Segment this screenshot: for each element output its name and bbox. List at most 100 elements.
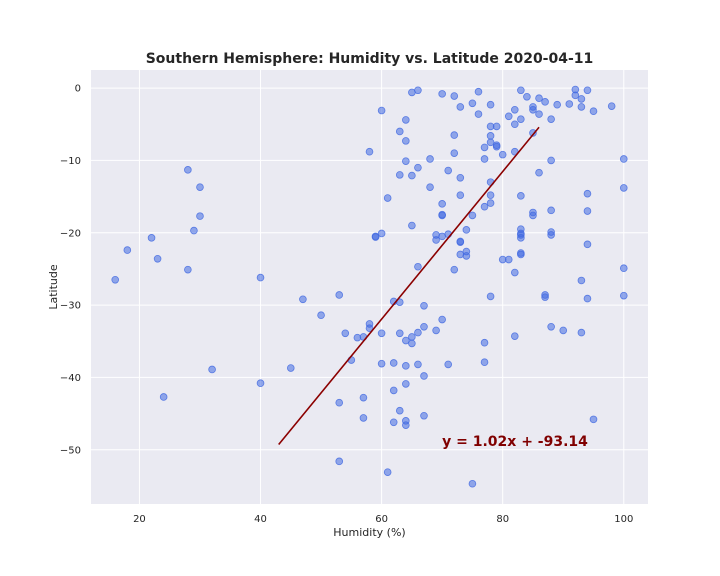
y-tick-label: −30 [60,301,81,312]
data-point [547,206,555,215]
data-point [619,291,628,300]
data-point [547,231,555,239]
data-point [456,173,465,182]
x-tick-label: 40 [254,514,267,525]
y-tick-label: −10 [60,156,81,167]
data-point [408,221,416,230]
data-point [541,98,549,106]
data-point [474,87,483,96]
data-point [486,132,495,140]
data-point [504,112,513,121]
data-point [383,194,392,202]
data-point [480,143,489,152]
data-point [553,100,561,109]
data-point [535,168,543,177]
x-tick-label: 80 [496,514,509,525]
data-point [577,103,586,111]
data-point [420,411,428,420]
data-point [395,406,404,415]
data-point [486,138,495,147]
data-point [547,156,555,165]
data-point [438,90,446,98]
data-point [208,365,216,374]
data-point [511,105,519,114]
data-point [523,92,531,101]
data-point [365,147,374,156]
data-point [444,360,453,369]
data-point [619,155,628,163]
data-point [559,326,568,335]
data-point [589,415,598,424]
data-point [402,380,410,388]
data-point [341,329,350,338]
data-point [377,359,386,368]
data-point [450,131,459,139]
x-tick-label: 100 [614,514,633,525]
data-point [450,265,459,274]
data-point [486,292,495,301]
data-point [256,379,265,388]
data-point [389,418,398,427]
data-point [517,192,525,200]
data-point [511,332,519,340]
data-point [565,100,574,108]
data-point [432,326,440,335]
data-point [480,358,489,367]
data-point [511,268,519,277]
data-point [365,324,374,333]
data-point [517,234,525,242]
y-tick-label: −40 [60,373,81,384]
data-point [123,246,132,254]
data-point [577,328,586,337]
data-point [426,183,434,191]
data-point [619,264,628,272]
data-point [468,211,477,220]
data-point [583,86,592,95]
data-point [438,200,446,208]
data-point [402,137,410,145]
data-point [577,276,586,285]
data-point [377,329,386,338]
data-point [359,393,368,402]
data-point [571,91,580,100]
data-point [589,107,598,116]
data-point [414,328,422,337]
data-point [389,359,398,367]
data-point [456,238,465,246]
data-point [359,414,368,422]
data-point [383,468,392,476]
data-point [583,207,592,215]
data-point [486,199,495,207]
data-point [462,252,471,260]
data-point [426,155,434,163]
data-point [504,255,513,264]
data-point [517,86,525,95]
regression-line [278,126,540,446]
data-point [577,95,586,103]
data-point [402,362,410,370]
data-point [607,102,616,110]
data-point [335,291,344,299]
data-point [583,240,592,249]
data-point [619,184,628,192]
data-point [196,212,204,220]
data-point [184,166,192,174]
data-point [438,210,446,219]
data-point [486,191,495,199]
data-point [184,265,192,274]
data-point [402,157,410,165]
data-point [529,211,537,220]
data-point [414,262,422,271]
data-point [462,226,471,234]
data-point [147,234,156,242]
data-point [456,191,465,199]
data-point [414,360,422,369]
data-point [190,226,198,235]
data-point [402,336,410,345]
data-point [256,273,265,282]
data-point [414,86,422,95]
data-point [468,479,477,488]
data-point [371,233,380,241]
data-point [414,163,422,172]
data-point [159,393,168,401]
